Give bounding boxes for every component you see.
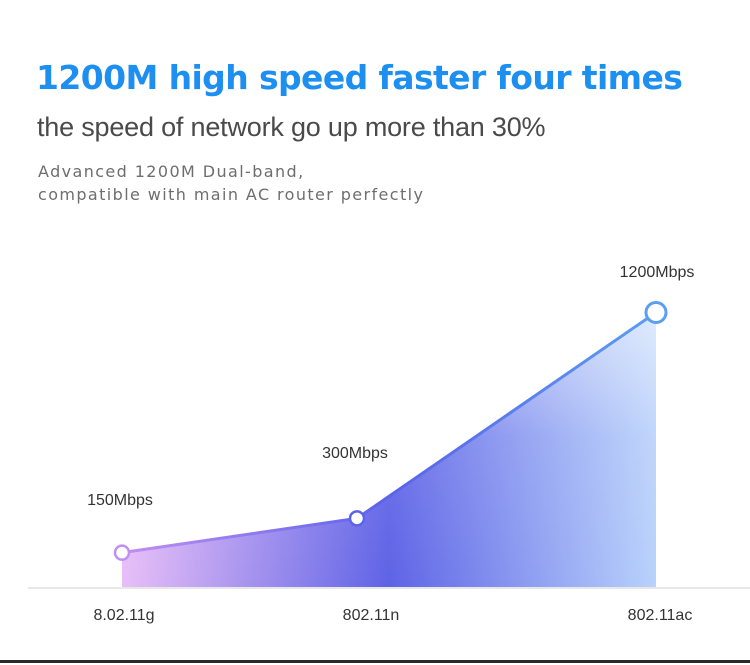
data-point-3 [644, 300, 668, 324]
x-tick-label-1: 8.02.11g [93, 607, 154, 624]
x-tick-label-3: 802.11ac [628, 607, 693, 624]
data-label-1: 150Mbps [87, 492, 153, 509]
description-line-2: compatible with main AC router perfectly [38, 185, 425, 204]
data-label-3: 1200Mbps [620, 264, 695, 281]
data-point-2 [348, 510, 366, 527]
data-label-2: 300Mbps [322, 445, 388, 462]
description-line-1: Advanced 1200M Dual-band, [38, 162, 305, 181]
x-tick-label-2: 802.11n [343, 607, 400, 624]
data-point-1 [113, 544, 131, 561]
headline: 1200M high speed faster four times [36, 58, 683, 97]
subheadline: the speed of network go up more than 30% [37, 112, 546, 142]
area-highlight [122, 312, 656, 587]
bottom-divider [0, 660, 750, 663]
